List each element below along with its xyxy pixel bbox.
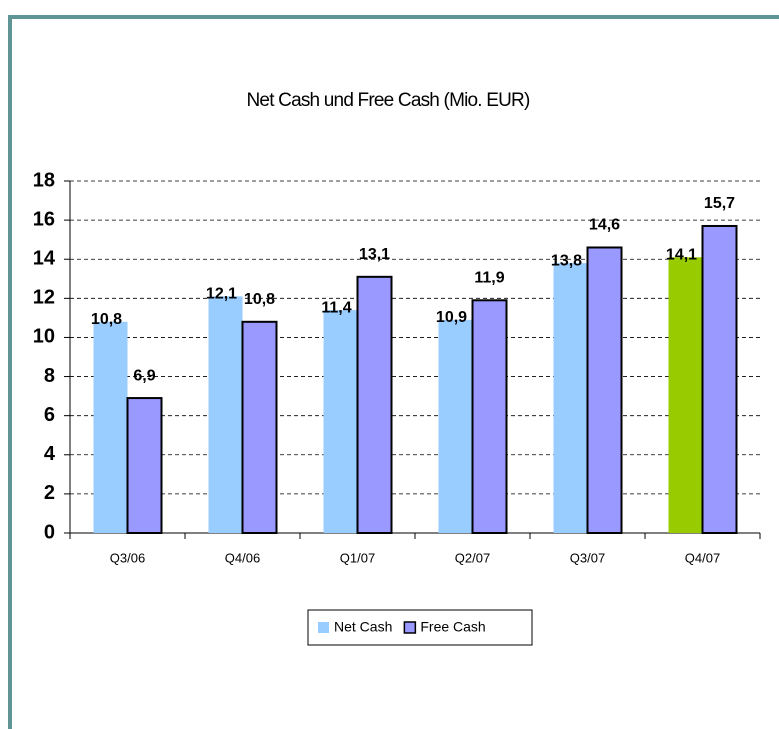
data-label: 10,8 bbox=[91, 311, 122, 328]
data-label: 11,9 bbox=[474, 270, 504, 287]
chart-title: Net Cash und Free Cash (Mio. EUR) bbox=[247, 90, 530, 111]
data-label: 6,9 bbox=[133, 367, 155, 384]
legend-box bbox=[307, 609, 533, 646]
data-label: 13,1 bbox=[359, 246, 390, 263]
data-label: 15,7 bbox=[704, 195, 735, 212]
y-tick-label: 10 bbox=[33, 326, 55, 348]
bar bbox=[553, 263, 588, 533]
x-tick-label: Q3/07 bbox=[570, 550, 605, 565]
y-tick-label: 12 bbox=[33, 287, 55, 309]
y-tick-label: 16 bbox=[33, 208, 55, 230]
bar bbox=[356, 275, 393, 534]
bar bbox=[701, 224, 738, 534]
y-tick-label: 0 bbox=[44, 521, 55, 543]
data-label: 10,9 bbox=[436, 309, 467, 326]
legend-swatch bbox=[318, 622, 329, 633]
x-tick-label: Q3/06 bbox=[110, 550, 145, 565]
y-tick-label: 4 bbox=[44, 443, 56, 465]
legend-swatch bbox=[403, 621, 417, 634]
bar bbox=[668, 257, 703, 533]
legend-label: Net Cash bbox=[334, 619, 392, 635]
legend-label: Free Cash bbox=[420, 619, 485, 635]
bar bbox=[126, 397, 163, 535]
bar bbox=[586, 246, 623, 534]
y-tick-label: 2 bbox=[44, 482, 55, 504]
x-tick-label: Q4/07 bbox=[685, 550, 720, 565]
y-tick-label: 8 bbox=[44, 365, 55, 387]
y-tick-label: 18 bbox=[33, 169, 55, 191]
data-label: 14,1 bbox=[666, 246, 697, 263]
y-tick-label: 14 bbox=[33, 248, 56, 270]
bar bbox=[323, 310, 358, 533]
data-label: 12,1 bbox=[206, 286, 237, 303]
bar bbox=[241, 320, 278, 534]
x-tick-label: Q1/07 bbox=[340, 550, 375, 565]
x-tick-label: Q4/06 bbox=[225, 550, 260, 565]
frame bbox=[8, 15, 779, 729]
data-label: 10,8 bbox=[244, 291, 275, 308]
bar bbox=[93, 321, 128, 533]
x-tick-label: Q2/07 bbox=[455, 550, 490, 565]
bar bbox=[208, 296, 243, 533]
data-label: 13,8 bbox=[551, 252, 582, 269]
bar bbox=[438, 319, 473, 533]
bar bbox=[471, 299, 508, 534]
data-label: 11,4 bbox=[321, 299, 351, 316]
y-tick-label: 6 bbox=[44, 404, 55, 426]
data-label: 14,6 bbox=[589, 217, 620, 234]
